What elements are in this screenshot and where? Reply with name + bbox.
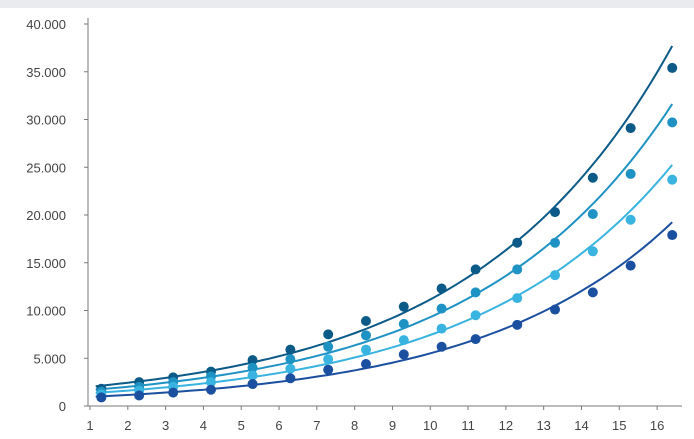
data-point-series-2 [360, 330, 371, 341]
data-point-series-1 [587, 172, 598, 183]
data-point-series-4 [512, 319, 523, 330]
data-point-series-4 [470, 334, 481, 345]
data-point-series-1 [667, 62, 678, 73]
y-tick-label: 30.000 [26, 113, 66, 128]
axes: 0 5.000 10.000 15.000 20.000 25.000 30.000 35.0… [26, 17, 682, 433]
data-point-series-2 [323, 341, 334, 352]
data-point-series-2 [398, 318, 409, 329]
trend-line-1 [95, 45, 674, 388]
data-point-series-2 [667, 117, 678, 128]
y-tick-label: 35.000 [26, 65, 66, 80]
data-point-series-3 [436, 323, 447, 334]
data-point-series-2 [285, 354, 296, 365]
data-point-series-3 [625, 214, 636, 225]
x-tick-label: 12 [499, 418, 513, 433]
top-band [0, 0, 694, 8]
x-tick-label: 6 [275, 418, 282, 433]
data-point-series-1 [285, 344, 296, 355]
x-tick-label: 9 [389, 418, 396, 433]
trend-line-4 [95, 221, 673, 398]
y-tick-label: 0 [59, 399, 66, 414]
trend-line-3 [95, 164, 673, 394]
data-point-series-3 [247, 370, 258, 381]
y-tick-label: 25.000 [26, 160, 66, 175]
trend-line-2 [95, 103, 674, 391]
x-tick-label: 14 [574, 418, 588, 433]
x-tick-label: 7 [313, 418, 320, 433]
x-tick-label: 16 [650, 418, 664, 433]
data-point-series-2 [512, 264, 523, 275]
data-point-series-3 [360, 344, 371, 355]
y-tick-label: 5.000 [33, 351, 66, 366]
x-tick-label: 4 [200, 418, 207, 433]
x-tick-label: 11 [461, 418, 475, 433]
data-point-series-1 [398, 301, 409, 312]
data-point-series-1 [625, 123, 636, 134]
data-point-series-4 [436, 341, 447, 352]
data-point-series-4 [134, 390, 145, 401]
data-point-series-4 [667, 230, 678, 241]
data-point-series-3 [550, 270, 561, 281]
data-point-series-3 [470, 310, 481, 321]
y-tick-label: 20.000 [26, 208, 66, 223]
data-point-series-4 [96, 392, 107, 403]
data-point-series-3 [398, 335, 409, 346]
data-point-series-4 [285, 373, 296, 384]
y-tick-label: 10.000 [26, 304, 66, 319]
data-point-series-2 [247, 362, 258, 373]
data-point-series-1 [550, 207, 561, 218]
data-point-series-3 [205, 377, 216, 388]
data-point-series-4 [247, 379, 258, 390]
data-point-series-2 [470, 287, 481, 298]
data-point-series-1 [323, 329, 334, 340]
data-point-series-2 [436, 303, 447, 314]
data-point-series-4 [587, 287, 598, 298]
x-tick-label: 15 [612, 418, 626, 433]
data-point-series-1 [470, 264, 481, 275]
y-tick-label: 40.000 [26, 17, 66, 32]
x-tick-label: 10 [423, 418, 437, 433]
data-point-series-4 [398, 349, 409, 360]
series-layer [95, 45, 678, 403]
data-point-series-2 [550, 237, 561, 248]
data-point-series-4 [550, 304, 561, 315]
x-tick-label: 1 [86, 418, 93, 433]
data-point-series-4 [360, 358, 371, 369]
data-point-series-3 [323, 354, 334, 365]
data-point-series-3 [285, 363, 296, 374]
data-point-series-3 [512, 293, 523, 304]
data-point-series-4 [168, 387, 179, 398]
data-point-series-4 [205, 384, 216, 395]
x-tick-label: 3 [162, 418, 169, 433]
x-tick-label: 2 [124, 418, 131, 433]
data-point-series-3 [587, 246, 598, 257]
data-point-series-1 [436, 283, 447, 294]
data-point-series-4 [625, 260, 636, 271]
data-point-series-4 [323, 364, 334, 375]
data-point-series-2 [625, 168, 636, 179]
data-point-series-1 [247, 355, 258, 366]
x-tick-label: 8 [351, 418, 358, 433]
x-tick-label: 13 [536, 418, 550, 433]
data-point-series-1 [512, 237, 523, 248]
data-point-series-3 [667, 174, 678, 185]
data-point-series-2 [587, 209, 598, 220]
x-tick-label: 5 [238, 418, 245, 433]
y-tick-label: 15.000 [26, 256, 66, 271]
data-point-series-1 [360, 316, 371, 327]
